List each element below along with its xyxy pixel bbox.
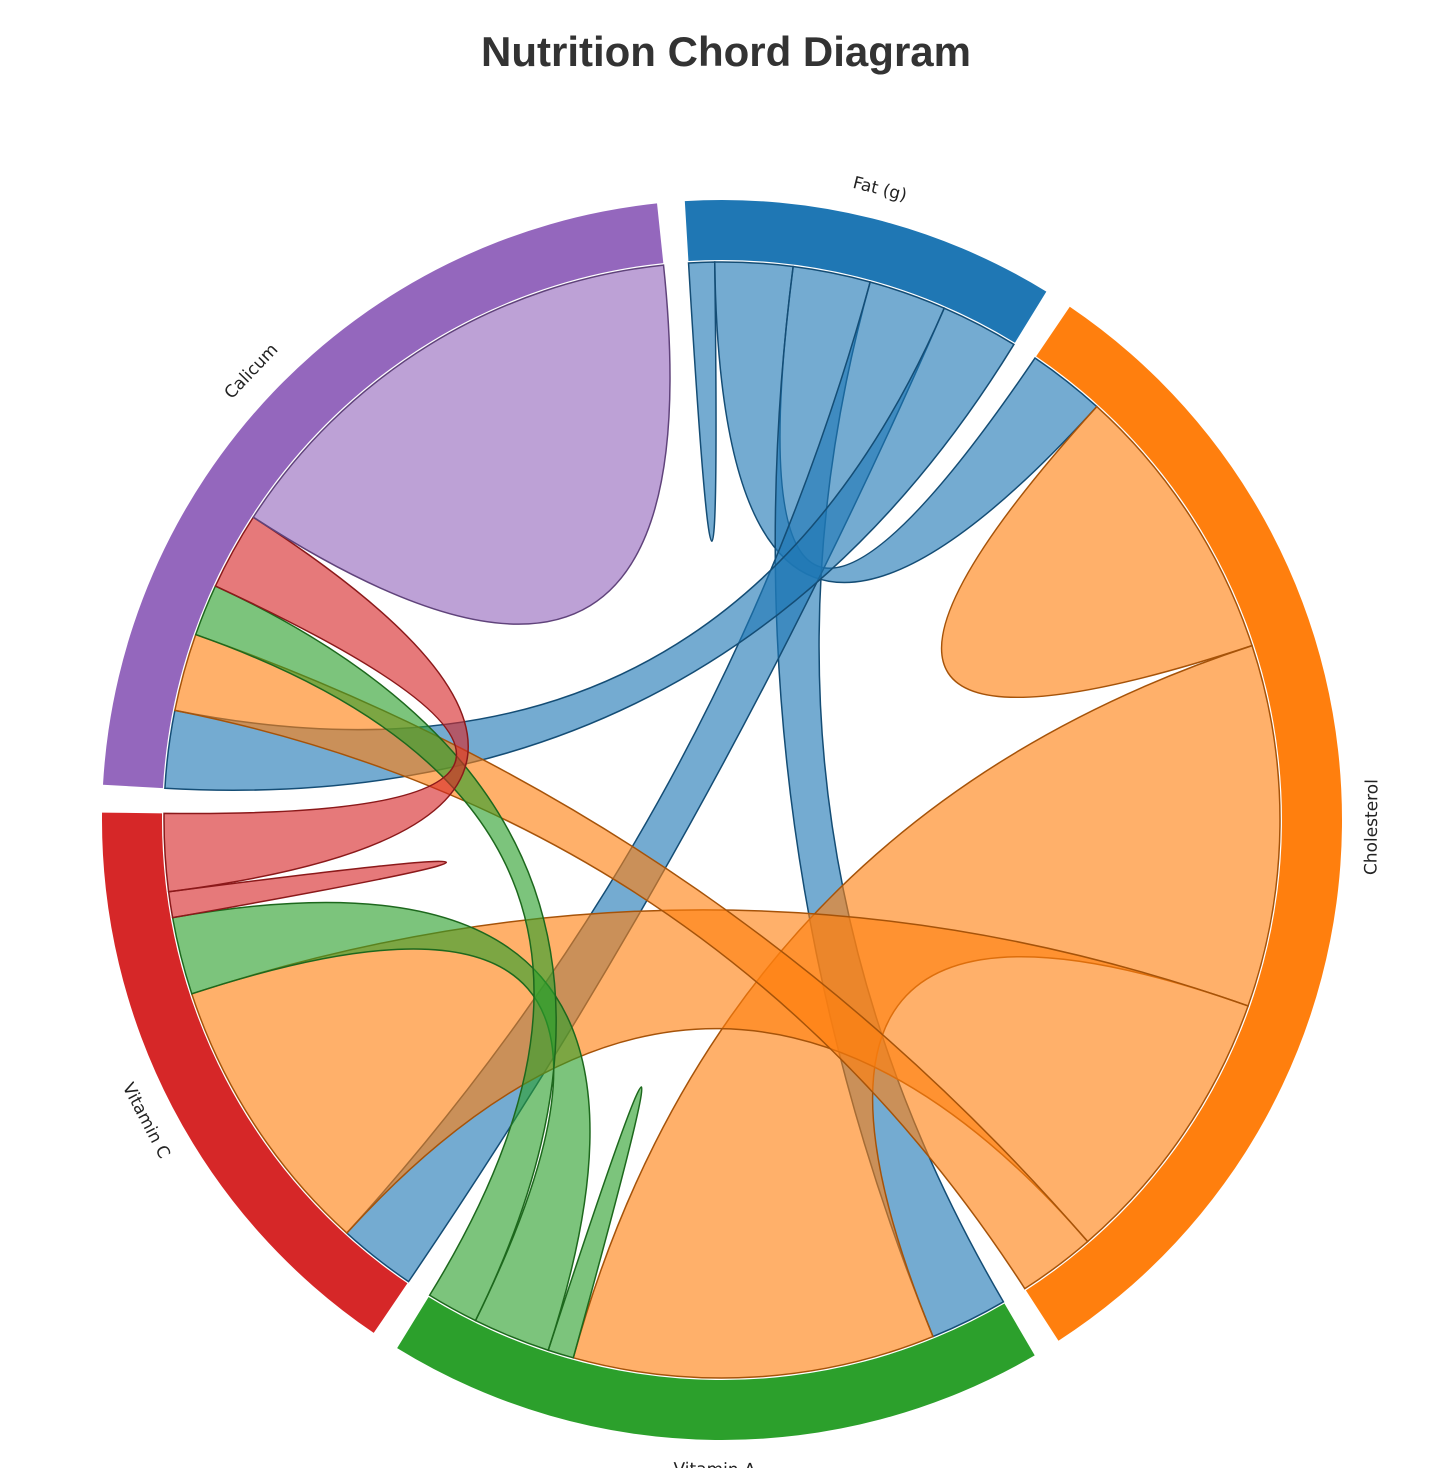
ribbon-fat-g-fat-g xyxy=(687,261,717,543)
group-label-fat-g: Fat (g) xyxy=(851,173,909,206)
group-arc-cholesterol xyxy=(1025,306,1342,1341)
ribbon-vitamin-a-calicum xyxy=(194,585,557,1322)
ribbon-vitamin-c-calicum xyxy=(163,516,469,893)
ribbon-cholesterol-calicum xyxy=(173,633,1089,1290)
ribbon-fat-g-calicum xyxy=(164,307,1015,791)
group-arc-calicum xyxy=(103,203,664,789)
ribbon-vitamin-a-vitamin-a xyxy=(547,1086,643,1359)
group-arcs-layer xyxy=(101,200,1342,1441)
group-arc-fat-g xyxy=(684,200,1047,343)
ribbon-vitamin-c-vitamin-c xyxy=(167,860,448,919)
group-label-cholesterol: Cholesterol xyxy=(1361,779,1382,875)
chart-title: Nutrition Chord Diagram xyxy=(481,28,971,75)
ribbon-vitamin-a-vitamin-c xyxy=(171,901,591,1352)
group-label-vitamin-a: Vitamin A xyxy=(673,1459,756,1468)
ribbon-calicum-calicum xyxy=(252,264,671,625)
group-arc-vitamin-a xyxy=(397,1296,1035,1441)
group-arc-vitamin-c xyxy=(101,812,408,1333)
ribbons-layer xyxy=(163,261,1281,1379)
